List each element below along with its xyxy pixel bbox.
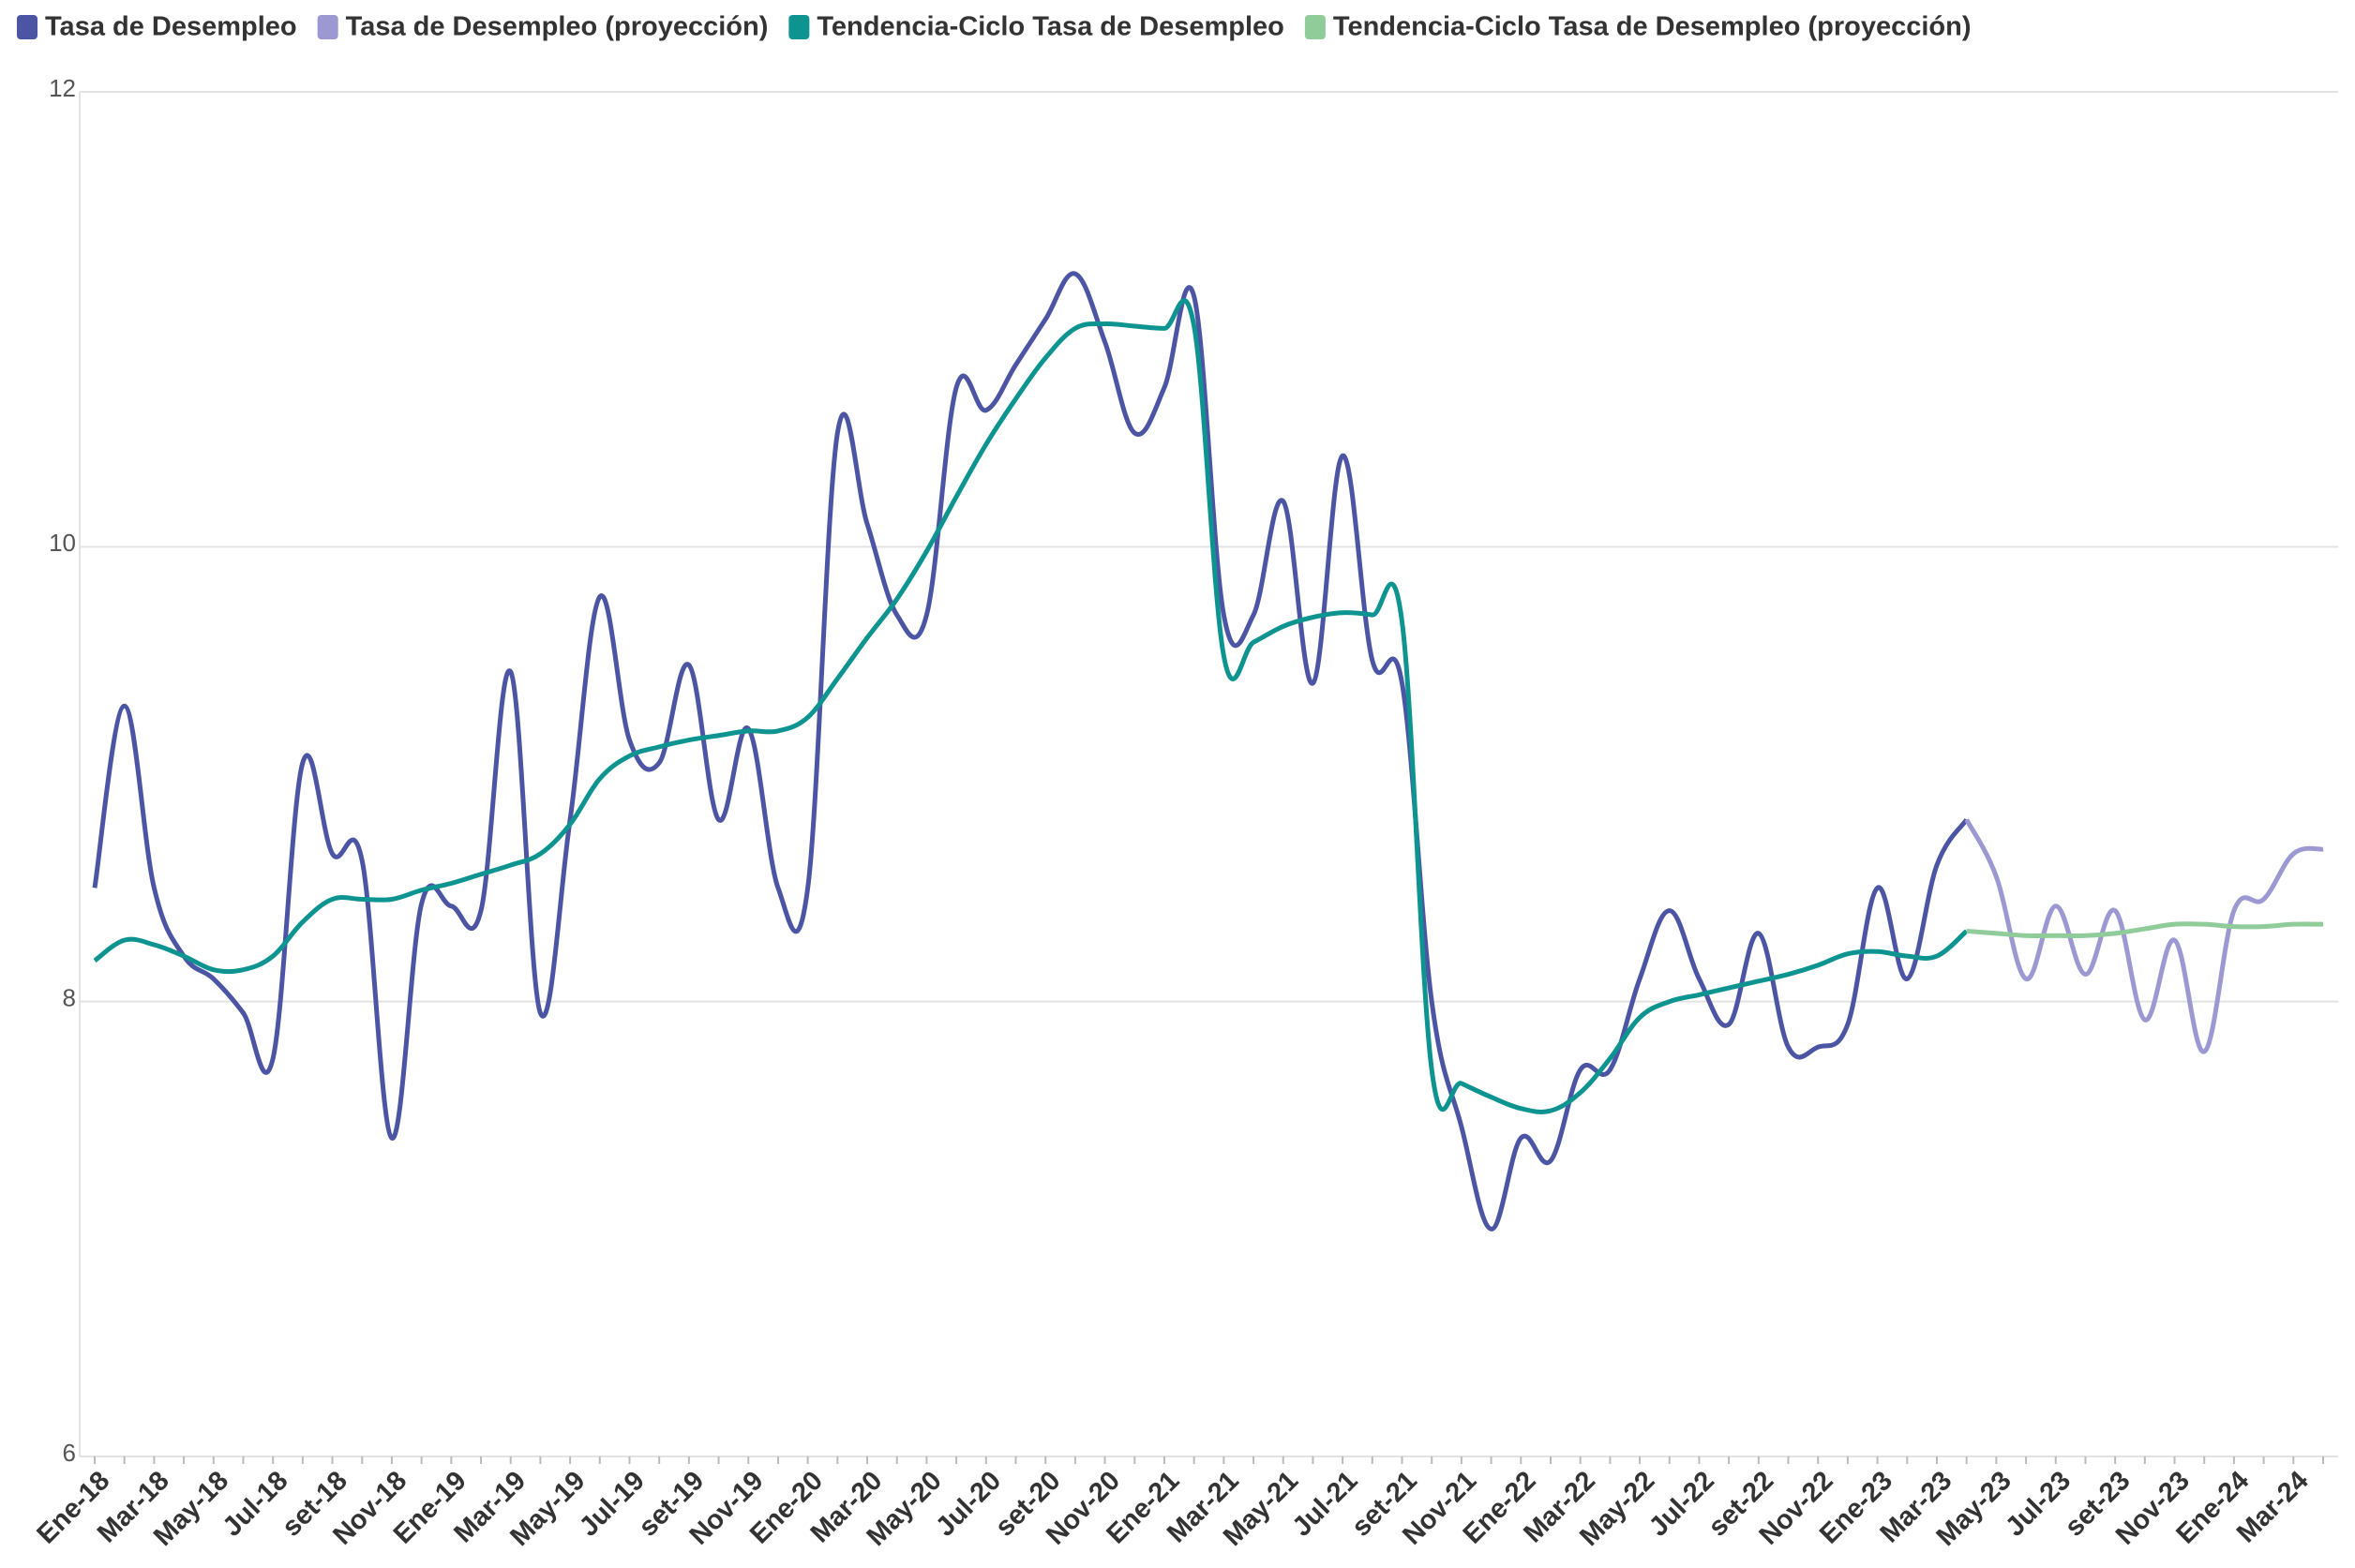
series-line xyxy=(92,271,1969,1232)
legend-swatch xyxy=(788,15,810,39)
x-tick-label: Jul-21 xyxy=(1287,1466,1364,1543)
y-tick-label: 12 xyxy=(49,74,76,102)
x-tick-label: Jul-23 xyxy=(2000,1466,2077,1543)
legend-label: Tasa de Desempleo (proyección) xyxy=(346,12,769,42)
y-tick-label: 10 xyxy=(49,529,76,557)
series-line xyxy=(93,298,1969,1114)
legend-label: Tendencia-Ciclo Tasa de Desempleo xyxy=(817,12,1284,42)
legend-label: Tasa de Desempleo xyxy=(45,12,297,42)
y-tick-label: 8 xyxy=(63,984,76,1012)
x-tick-label: Jul-18 xyxy=(218,1466,294,1543)
x-tick-label: Jul-20 xyxy=(930,1466,1007,1543)
series-line xyxy=(1966,921,2324,938)
series-line xyxy=(1964,818,2324,1054)
x-tick-label: Jul-19 xyxy=(574,1466,651,1543)
legend-label: Tendencia-Ciclo Tasa de Desempleo (proye… xyxy=(1333,12,1972,42)
x-tick-label: Jul-22 xyxy=(1643,1466,1720,1543)
legend-swatch xyxy=(317,15,338,39)
y-tick-label: 6 xyxy=(63,1439,76,1467)
legend-swatch xyxy=(1304,15,1326,39)
legend-swatch xyxy=(17,15,38,39)
